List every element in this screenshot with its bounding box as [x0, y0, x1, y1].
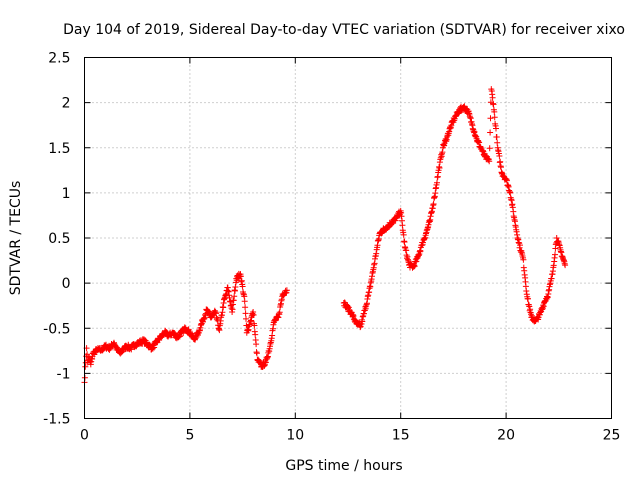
data-point: [490, 101, 497, 108]
data-point-interp: [430, 201, 437, 207]
data-point-interp: [491, 108, 498, 115]
data-point-interp: [436, 165, 443, 171]
data-point-interp: [491, 114, 498, 121]
data-point-interp: [496, 153, 503, 159]
data-point-interp: [237, 273, 244, 280]
y-tick-label: 0: [62, 276, 71, 292]
data-point-interp: [520, 256, 527, 263]
axis-ticks: [84, 57, 612, 419]
y-tick-label: -1.5: [43, 412, 70, 428]
data-point-interp: [219, 309, 226, 316]
data-point-interp: [517, 242, 523, 249]
x-tick-label: 20: [497, 428, 515, 444]
chart-title: Day 104 of 2019, Sidereal Day-to-day VTE…: [63, 22, 625, 38]
data-point: [562, 262, 569, 269]
y-axis-label: SDTVAR / TECUs: [8, 181, 24, 296]
data-point-interp: [400, 231, 407, 238]
data-point-interp: [493, 134, 500, 140]
data-point-interp: [493, 125, 499, 132]
data-point-interp: [242, 304, 249, 311]
data-point-interp: [251, 322, 258, 329]
y-tick-label: -0.5: [43, 321, 70, 337]
y-tick-label: 1: [62, 186, 71, 202]
data-point: [241, 298, 248, 305]
data-point-interp: [487, 129, 494, 136]
data-series: [81, 86, 569, 386]
data-point-interp: [487, 115, 494, 122]
data-point-interp: [252, 331, 259, 338]
grid: [84, 57, 612, 419]
data-point-interp: [242, 310, 249, 317]
x-axis-label: GPS time / hours: [285, 458, 402, 474]
x-tick-label: 5: [185, 428, 194, 444]
y-tick-label: 0.5: [48, 231, 70, 247]
data-point-interp: [253, 341, 260, 348]
x-tick-label: 10: [286, 428, 304, 444]
data-point-interp: [243, 315, 249, 322]
data-point-interp: [486, 145, 493, 152]
y-tick-label: 1.5: [48, 141, 70, 157]
data-point-interp: [250, 312, 257, 318]
data-point-interp: [498, 164, 504, 171]
data-point-interp: [489, 94, 496, 101]
y-tick-label: 2.5: [48, 51, 70, 67]
y-tick-label: 2: [62, 96, 71, 112]
data-point-interp: [239, 283, 246, 290]
x-tick-label: 0: [80, 428, 89, 444]
data-point-interp: [525, 295, 531, 302]
data-point-interp: [552, 251, 558, 258]
data-point-interp: [276, 309, 283, 316]
y-tick-label: -1: [57, 366, 71, 382]
data-point-interp: [231, 293, 238, 300]
data-point-interp: [434, 179, 440, 186]
data-point: [283, 287, 290, 294]
axis-tick-labels: 0 5 10 15 20 25 -1.5 -1 -0.5 0 0.5 1 1.5 2 2.5: [43, 51, 620, 444]
x-tick-label: 15: [392, 428, 410, 444]
data-point-interp: [253, 350, 260, 357]
data-point: [486, 158, 493, 165]
data-point-interp: [494, 139, 501, 146]
x-tick-label: 25: [603, 428, 621, 444]
